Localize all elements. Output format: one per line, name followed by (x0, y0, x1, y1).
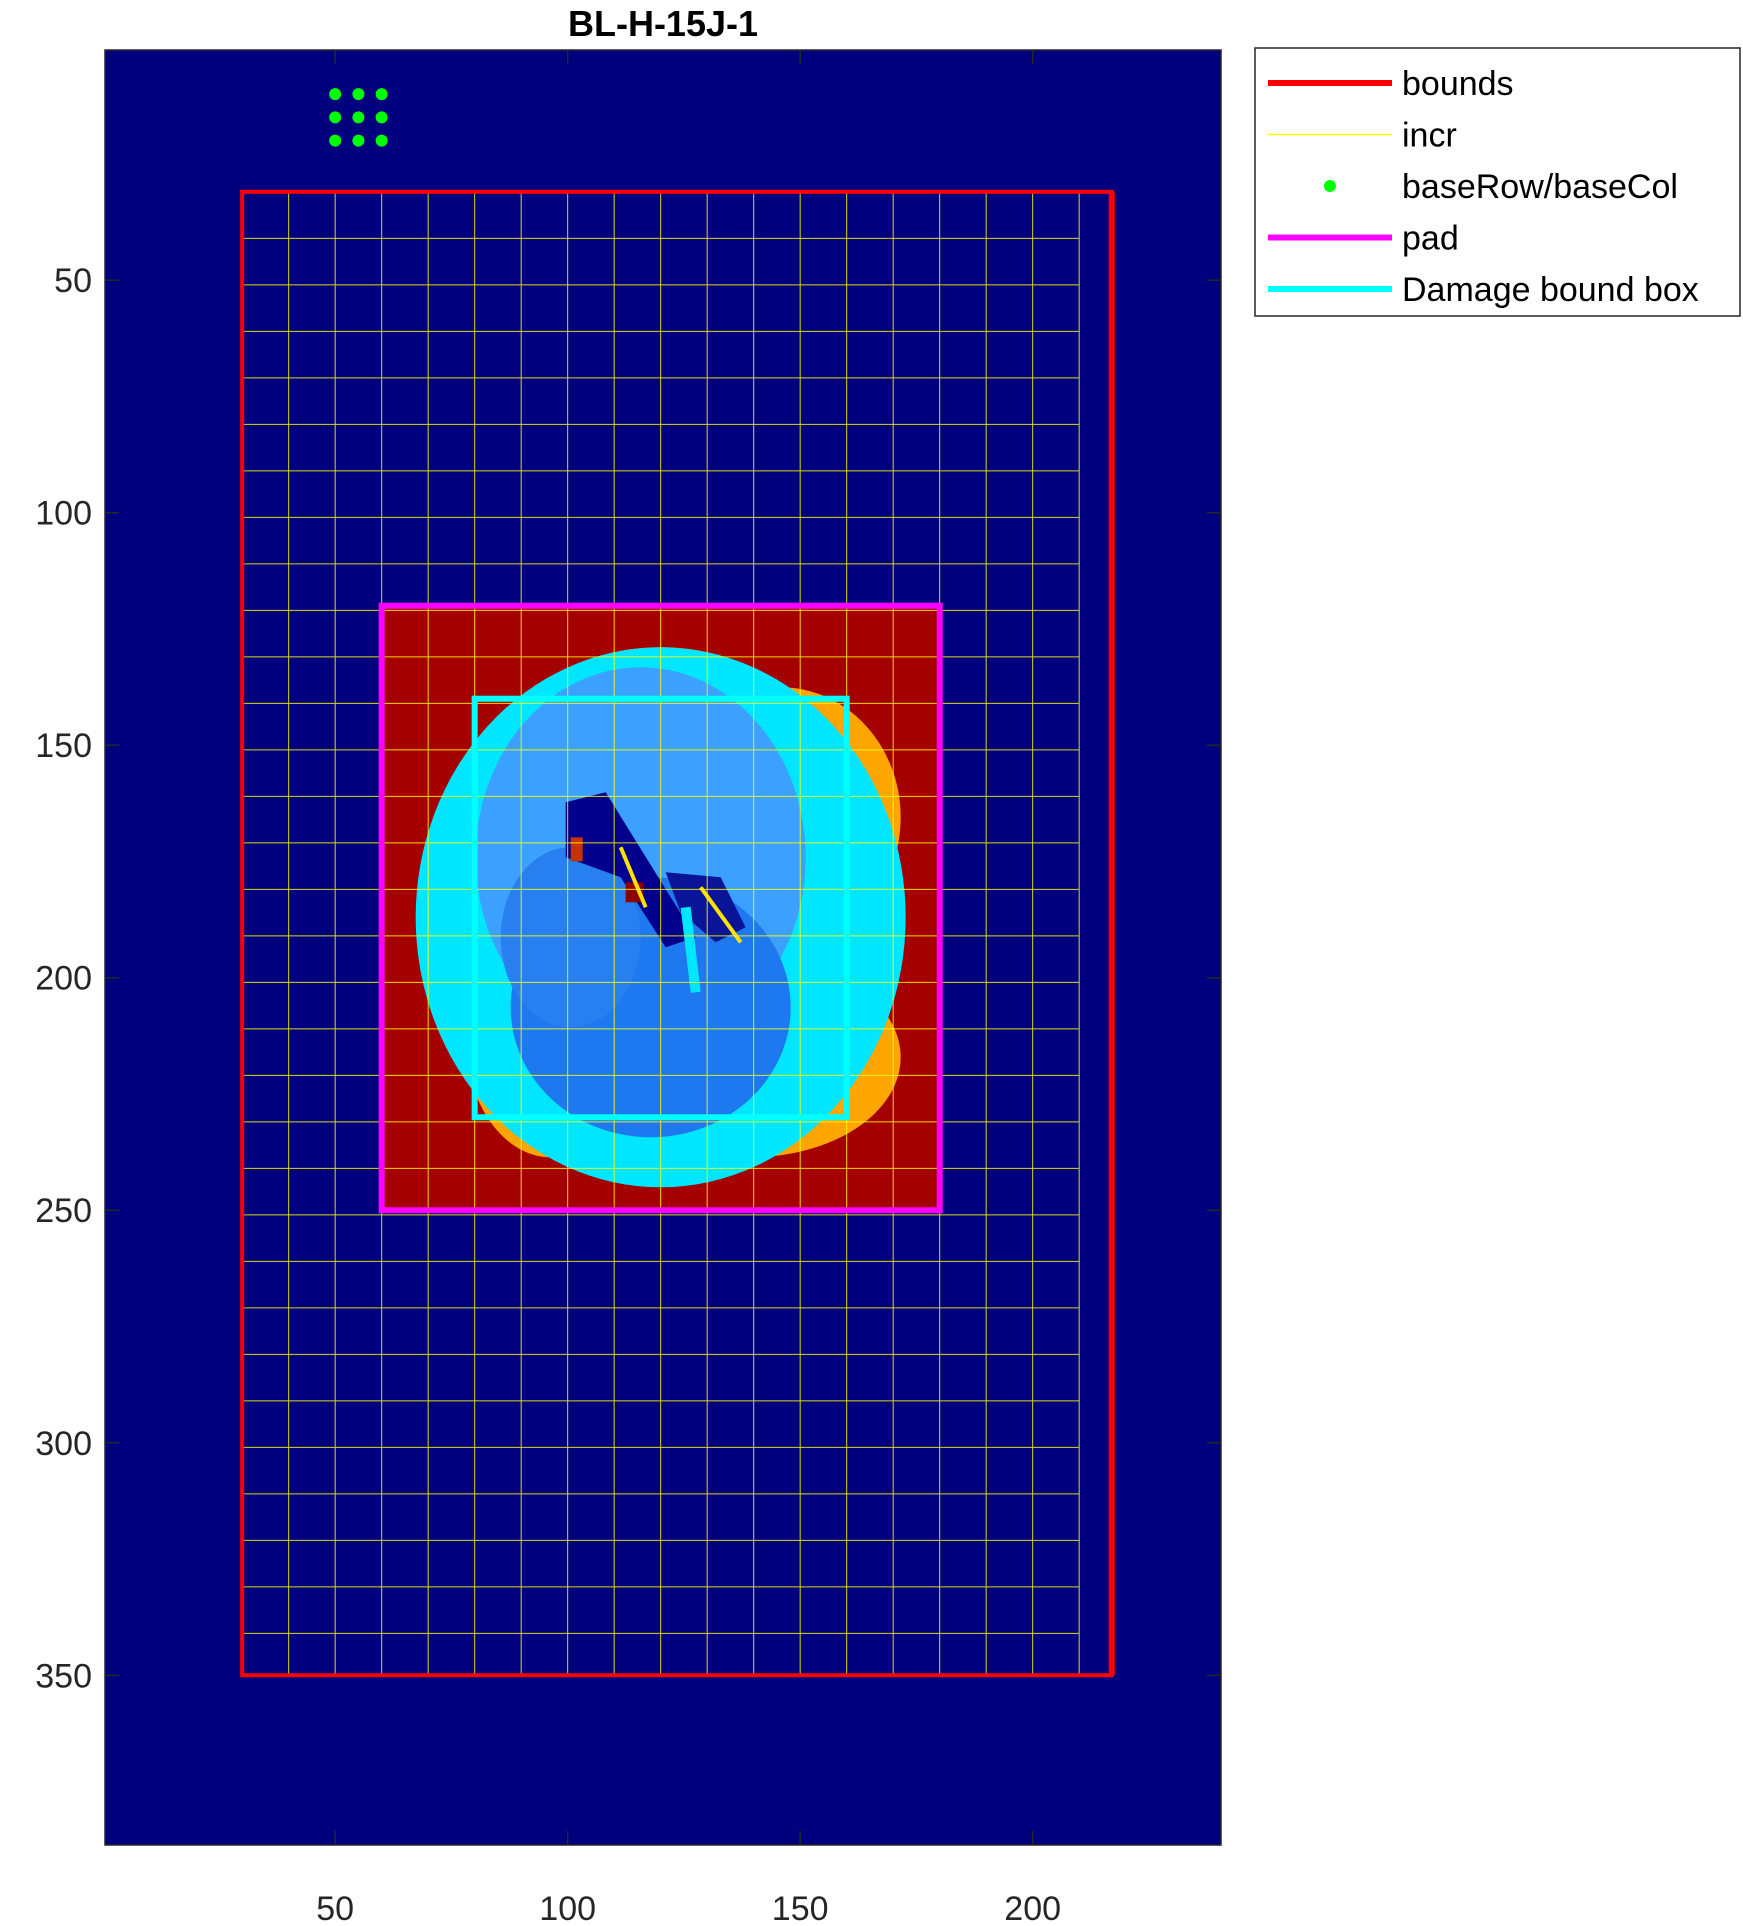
y-tick-label: 300 (35, 1425, 92, 1463)
base-point (375, 134, 388, 147)
base-point (375, 88, 388, 101)
legend-label: incr (1402, 117, 1457, 155)
plot-frame (104, 49, 1222, 1846)
legend-label: baseRow/baseCol (1402, 168, 1678, 206)
damage-crack-cyan (680, 906, 701, 993)
damage-crack-red-left (570, 837, 583, 862)
x-tick-label: 100 (539, 1890, 596, 1926)
base-point (352, 111, 365, 124)
y-tick-label: 150 (35, 727, 92, 765)
chart-title: BL-H-15J-1 (568, 3, 758, 44)
x-tick-label: 150 (772, 1890, 829, 1926)
legend-swatch-point (1324, 180, 1336, 192)
x-tick-label: 200 (1004, 1890, 1061, 1926)
legend-box (1254, 47, 1741, 317)
base-point (352, 134, 365, 147)
y-tick-label: 200 (35, 960, 92, 998)
damage-crack-yellow (618, 846, 648, 909)
damage-bound-box-rect (471, 695, 850, 1121)
base-point (329, 88, 342, 101)
y-tick-label: 350 (35, 1657, 92, 1695)
y-tick-label: 50 (54, 262, 92, 300)
base-point (329, 111, 342, 124)
series-layer (240, 88, 1115, 1678)
legend-label: bounds (1402, 65, 1514, 103)
x-tick-label: 50 (316, 1890, 354, 1926)
y-tick-label: 250 (35, 1192, 92, 1230)
axis-ticks: 50 100 150 200 50 100 150 200 250 300 350 (35, 50, 1221, 1926)
base-point (375, 111, 388, 124)
legend-label: Damage bound box (1402, 271, 1699, 309)
legend-label: pad (1402, 220, 1459, 258)
y-tick-label: 100 (35, 495, 92, 533)
base-point (352, 88, 365, 101)
base-point (329, 134, 342, 147)
legend: bounds incr baseRow/baseCol pad Damage bound… (1254, 47, 1741, 317)
pad-rect (378, 602, 943, 1214)
